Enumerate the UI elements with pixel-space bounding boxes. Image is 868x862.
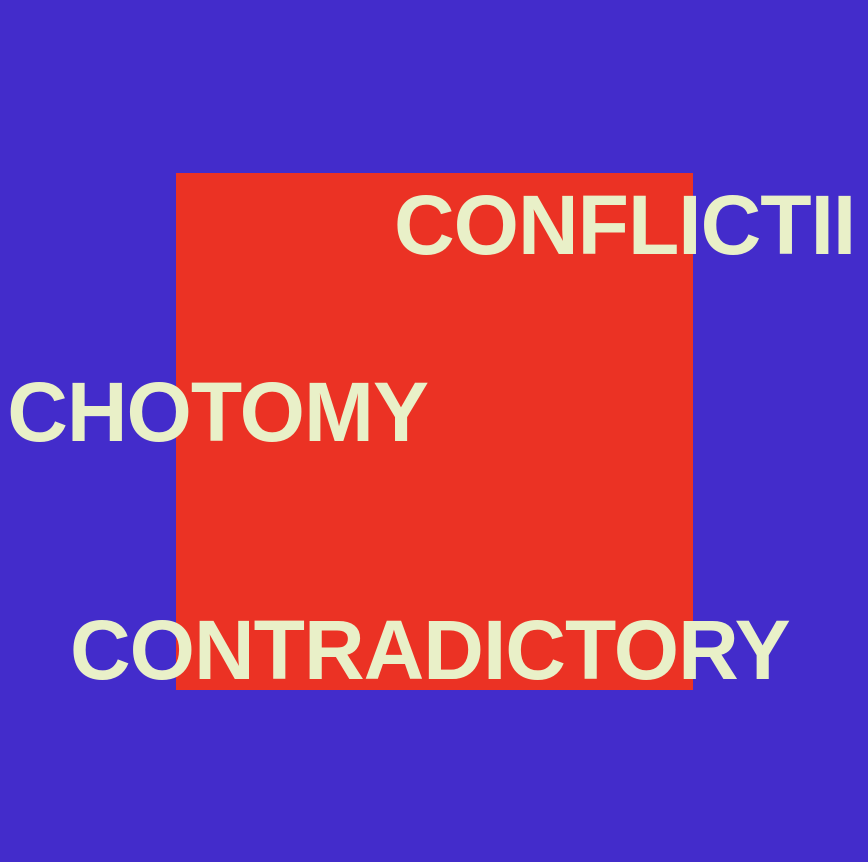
word-middle: CHOTOMY [7,365,429,459]
word-top: CONFLICTII [394,178,856,272]
word-bottom: CONTRADICTORY [70,603,791,697]
red-square [176,173,693,690]
